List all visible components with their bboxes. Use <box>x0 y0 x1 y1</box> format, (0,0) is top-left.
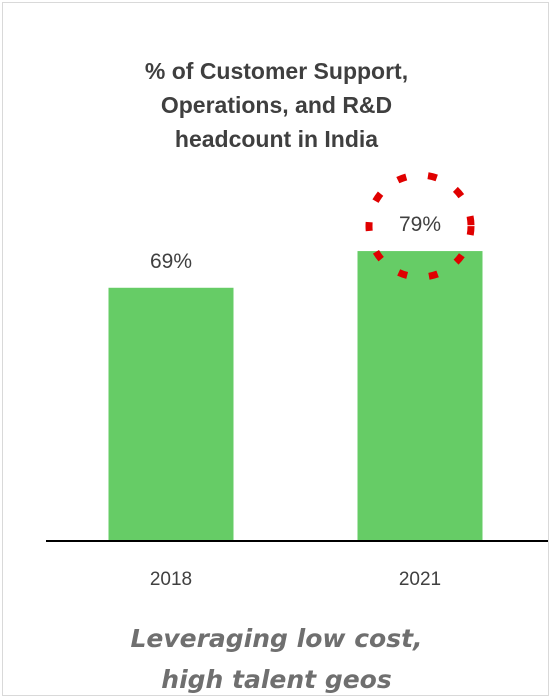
data-label-2018: 69% <box>150 250 192 273</box>
bar-2021 <box>357 251 483 541</box>
chart-title-line-3: headcount in India <box>174 126 379 152</box>
footer-caption: Leveraging low cost, high talent geos <box>0 618 553 700</box>
footer-caption-line-1: Leveraging low cost, <box>130 624 423 653</box>
bar-2018 <box>108 287 234 541</box>
data-label-2021: 79% <box>399 213 441 236</box>
x-tick-label-2018: 2018 <box>150 569 192 590</box>
footer-caption-line-2: high talent geos <box>161 665 392 694</box>
highlight-circle <box>365 171 475 281</box>
chart-title-line-2: Operations, and R&D <box>160 92 393 118</box>
chart-title-line-1: % of Customer Support, <box>144 58 409 84</box>
chart-title: % of Customer Support, Operations, and R… <box>0 54 553 156</box>
x-tick-label-2021: 2021 <box>399 569 441 590</box>
